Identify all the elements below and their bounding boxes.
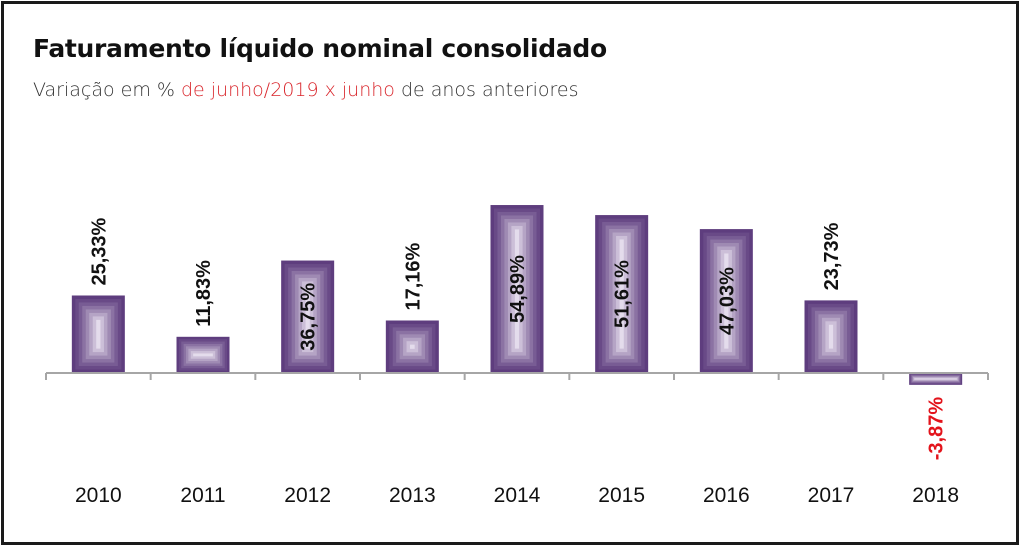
x-tick-label-2013: 2013 [389,484,436,507]
data-label-2012: 36,75% [298,283,320,351]
bar-shade [96,319,101,349]
subtitle-part1: Variação em % [33,79,181,101]
data-labels-group: 25,33% 11,83% 36,75% 17,16% 54,89% 51,61% 47,0… [88,217,947,460]
bar-2015 [595,215,649,373]
bar-2014 [490,205,544,373]
bar-shade [193,353,213,357]
data-label-2016: 47,03% [716,267,738,335]
data-label-2017: 23,73% [821,222,843,290]
bar-2011 [176,336,230,373]
x-tick-label-2016: 2016 [703,484,750,507]
data-label-2015: 51,61% [612,260,634,328]
x-tick-label-2017: 2017 [808,484,855,507]
bar-2010 [71,295,125,373]
tick-labels-group: 2010 2011 2012 2013 2014 2015 2016 2017 2018 [75,484,959,507]
x-tick-label-2018: 2018 [912,484,959,507]
bar-shade [514,229,520,349]
x-tick-label-2012: 2012 [284,484,331,507]
bar-shade [828,324,834,349]
x-tick-label-2010: 2010 [75,484,122,507]
bar-2013 [385,320,439,373]
bar-shade [914,378,957,380]
bar-2018 [909,373,963,385]
bar-shade [305,284,310,349]
chart-title: Faturamento líquido nominal consolidado [33,34,607,63]
bar-shade [409,344,415,349]
data-label-2011: 11,83% [193,260,215,327]
x-axis [45,372,989,380]
subtitle-part2: de anos anteriores [394,79,579,101]
bar-2012 [281,260,335,373]
x-tick-label-2015: 2015 [598,484,645,507]
x-tick-label-2011: 2011 [180,484,225,507]
bar-shade [619,239,624,349]
subtitle-highlight: de junho/2019 x junho [180,79,395,101]
bar-shade [724,253,729,349]
bars-group [71,205,963,385]
data-label-2014: 54,89% [507,255,529,323]
x-tick-label-2014: 2014 [494,484,541,507]
bar-2017 [804,300,858,373]
data-label-2018: -3,87% [926,397,948,461]
data-label-2013: 17,16% [402,242,424,310]
data-label-2010: 25,33% [88,217,110,285]
bar-2016 [699,229,753,373]
chart-subtitle: Variação em % de junho/2019 x junho de a… [33,79,579,101]
